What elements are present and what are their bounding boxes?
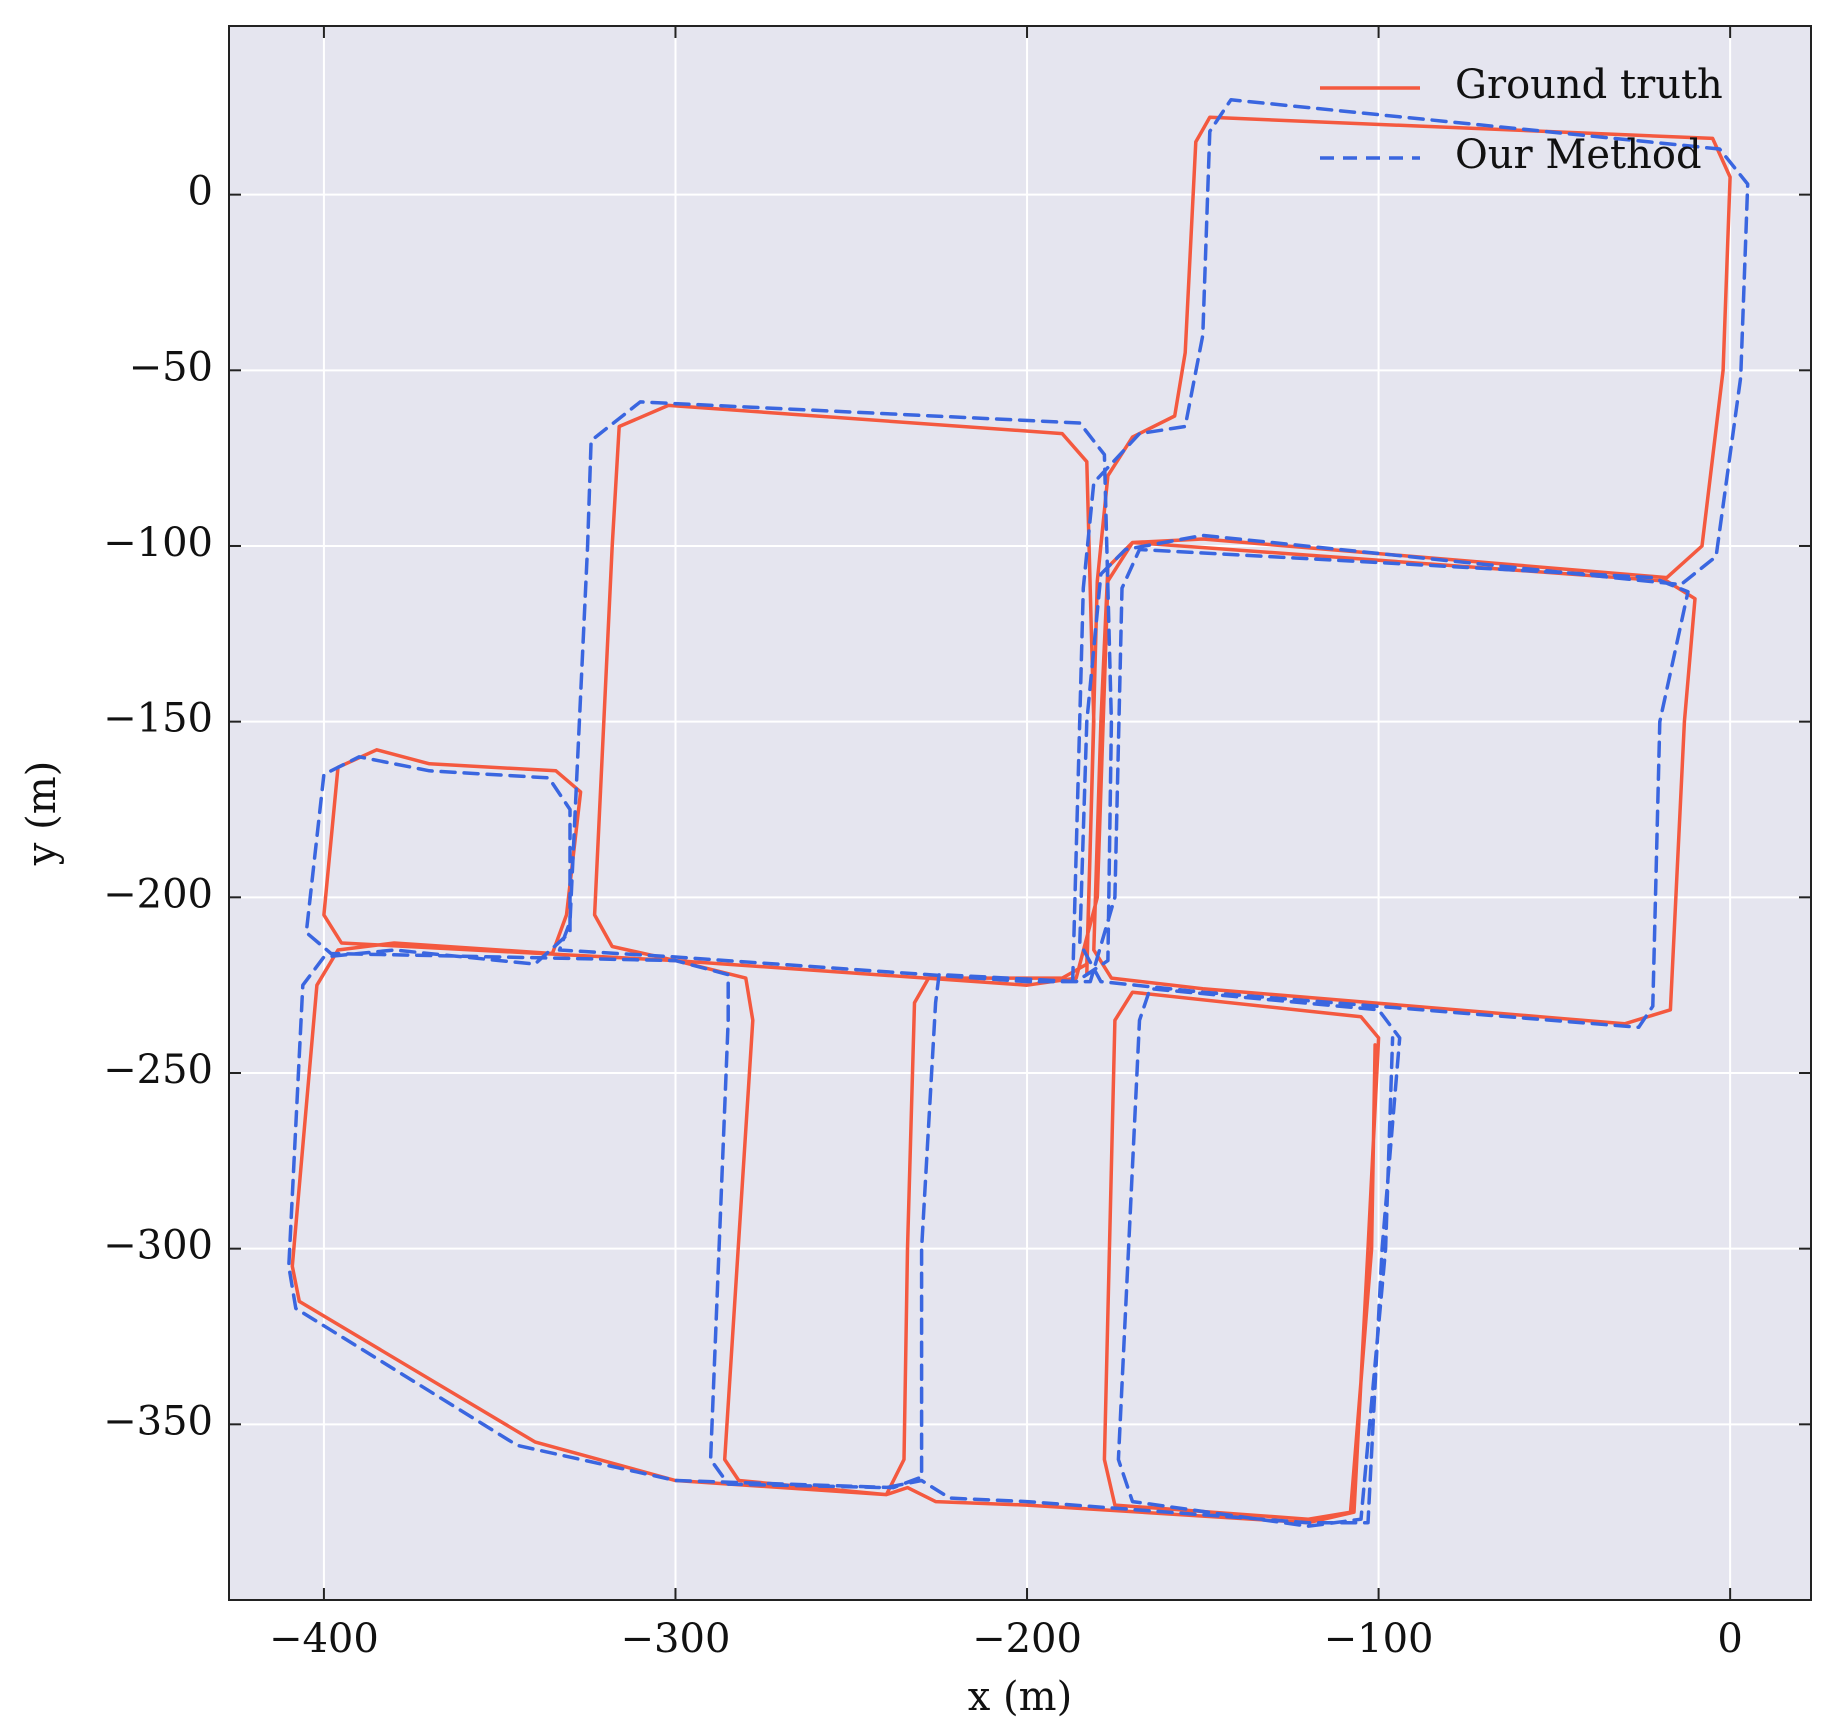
x-tick-label: −300 xyxy=(621,1616,731,1662)
legend-label: Ground truth xyxy=(1455,62,1723,108)
y-tick-label: −100 xyxy=(103,520,213,566)
y-tick-label: −150 xyxy=(103,696,213,742)
y-tick-label: −200 xyxy=(103,871,213,917)
y-tick-label: 0 xyxy=(188,169,213,215)
plot-background xyxy=(229,26,1811,1600)
y-tick-label: −300 xyxy=(103,1223,213,1269)
y-tick-label: −250 xyxy=(103,1047,213,1093)
x-tick-label: 0 xyxy=(1717,1616,1742,1662)
x-tick-label: −200 xyxy=(972,1616,1082,1662)
y-tick-label: −50 xyxy=(129,344,213,390)
x-tick-label: −400 xyxy=(269,1616,379,1662)
legend-label: Our Method xyxy=(1455,132,1702,178)
y-axis-label: y (m) xyxy=(19,761,65,866)
x-axis-label: x (m) xyxy=(968,1674,1072,1720)
x-tick-label: −100 xyxy=(1324,1616,1434,1662)
plot-frame xyxy=(228,25,1812,1601)
trajectory-line xyxy=(290,115,1732,1525)
y-tick-label: −350 xyxy=(103,1398,213,1444)
trajectory-line xyxy=(287,98,1750,1528)
